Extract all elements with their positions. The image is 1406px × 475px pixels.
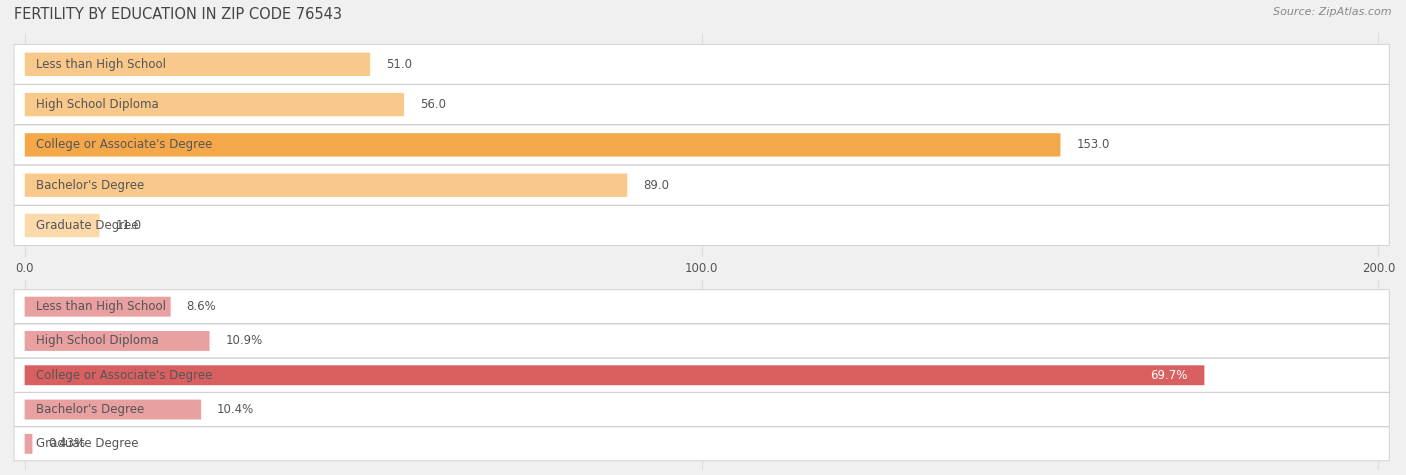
FancyBboxPatch shape xyxy=(25,133,1060,157)
FancyBboxPatch shape xyxy=(25,434,32,454)
FancyBboxPatch shape xyxy=(25,53,370,76)
Text: Graduate Degree: Graduate Degree xyxy=(35,219,138,232)
FancyBboxPatch shape xyxy=(14,165,1389,205)
Text: 11.0: 11.0 xyxy=(115,219,142,232)
Text: 10.9%: 10.9% xyxy=(225,334,263,347)
Text: Less than High School: Less than High School xyxy=(35,300,166,313)
FancyBboxPatch shape xyxy=(25,214,100,237)
Text: FERTILITY BY EDUCATION IN ZIP CODE 76543: FERTILITY BY EDUCATION IN ZIP CODE 76543 xyxy=(14,7,342,22)
FancyBboxPatch shape xyxy=(14,85,1389,124)
Text: High School Diploma: High School Diploma xyxy=(35,334,159,347)
Text: Graduate Degree: Graduate Degree xyxy=(35,437,138,450)
Text: Source: ZipAtlas.com: Source: ZipAtlas.com xyxy=(1274,7,1392,17)
FancyBboxPatch shape xyxy=(25,365,1205,385)
FancyBboxPatch shape xyxy=(14,125,1389,165)
Text: High School Diploma: High School Diploma xyxy=(35,98,159,111)
Text: College or Associate's Degree: College or Associate's Degree xyxy=(35,369,212,382)
FancyBboxPatch shape xyxy=(14,206,1389,246)
Text: 56.0: 56.0 xyxy=(420,98,446,111)
FancyBboxPatch shape xyxy=(14,290,1389,323)
Text: Bachelor's Degree: Bachelor's Degree xyxy=(35,179,143,192)
FancyBboxPatch shape xyxy=(14,44,1389,84)
FancyBboxPatch shape xyxy=(25,173,627,197)
FancyBboxPatch shape xyxy=(14,392,1389,427)
Text: 0.43%: 0.43% xyxy=(48,437,86,450)
Text: 10.4%: 10.4% xyxy=(217,403,254,416)
Text: 8.6%: 8.6% xyxy=(187,300,217,313)
Text: Bachelor's Degree: Bachelor's Degree xyxy=(35,403,143,416)
Text: Less than High School: Less than High School xyxy=(35,58,166,71)
FancyBboxPatch shape xyxy=(14,427,1389,461)
Text: 89.0: 89.0 xyxy=(644,179,669,192)
FancyBboxPatch shape xyxy=(14,324,1389,358)
FancyBboxPatch shape xyxy=(25,399,201,419)
Text: 153.0: 153.0 xyxy=(1077,138,1109,152)
FancyBboxPatch shape xyxy=(25,93,404,116)
Text: College or Associate's Degree: College or Associate's Degree xyxy=(35,138,212,152)
Text: 69.7%: 69.7% xyxy=(1150,369,1188,382)
Text: 51.0: 51.0 xyxy=(387,58,412,71)
FancyBboxPatch shape xyxy=(25,331,209,351)
FancyBboxPatch shape xyxy=(25,297,170,317)
FancyBboxPatch shape xyxy=(14,358,1389,392)
